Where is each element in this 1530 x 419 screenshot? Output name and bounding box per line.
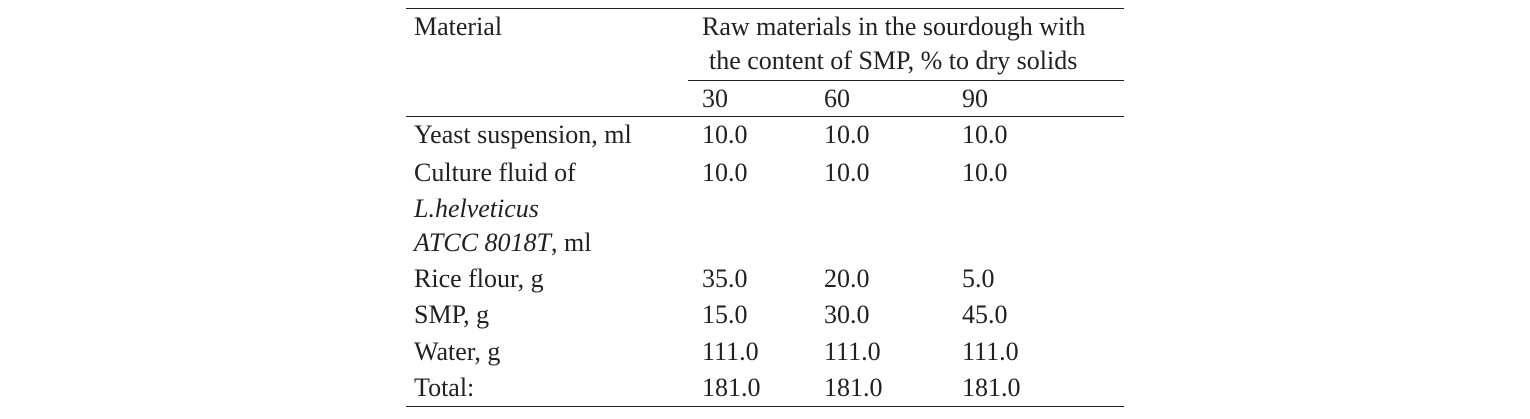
row-label: Water, g	[414, 337, 501, 366]
table-cell: 30.0	[824, 300, 870, 329]
table-cell: 10.0	[824, 120, 870, 149]
table-cell: 10.0	[702, 120, 748, 149]
row-label: SMP, g	[414, 300, 490, 329]
table-cell: 10.0	[702, 158, 748, 187]
table-cell: 111.0	[824, 337, 881, 366]
materials-table: Material Raw materials in the sourdough …	[406, 8, 1124, 408]
row-label: Culture fluid of	[414, 158, 576, 187]
row-label-strain: ATCC 8018T, ml	[414, 226, 591, 260]
table-cell: 181.0	[824, 373, 883, 402]
header-col-60: 60	[824, 84, 850, 113]
table-cell: 181.0	[702, 373, 761, 402]
table-cell: 10.0	[824, 158, 870, 187]
top-rule	[406, 8, 1124, 9]
table-cell: 35.0	[702, 264, 748, 293]
header-group-line2: the content of SMP, % to dry solids	[709, 46, 1078, 75]
row-label-species: L.helveticus	[414, 194, 539, 223]
bottom-rule	[406, 406, 1124, 407]
row-label: Yeast suspension, ml	[414, 120, 632, 149]
table-cell: 15.0	[702, 300, 748, 329]
row-label: Rice flour, g	[414, 264, 544, 293]
row-label: Total:	[414, 373, 475, 402]
strain-unit: , ml	[551, 228, 592, 257]
header-material: Material	[414, 12, 503, 41]
table-cell: 10.0	[962, 158, 1008, 187]
header-col-90: 90	[962, 84, 988, 113]
table-cell: 181.0	[962, 373, 1021, 402]
table-cell: 20.0	[824, 264, 870, 293]
table-cell: 10.0	[962, 120, 1008, 149]
strain-name: ATCC 8018T	[414, 228, 552, 257]
header-group-line1: Raw materials in the sourdough with	[702, 12, 1086, 41]
header-col-30: 30	[702, 84, 728, 113]
table-cell: 45.0	[962, 300, 1008, 329]
table-cell: 111.0	[702, 337, 759, 366]
group-header-rule	[688, 80, 1124, 81]
header-bottom-rule	[406, 116, 1124, 117]
table-cell: 5.0	[962, 264, 995, 293]
table-cell: 111.0	[962, 337, 1019, 366]
